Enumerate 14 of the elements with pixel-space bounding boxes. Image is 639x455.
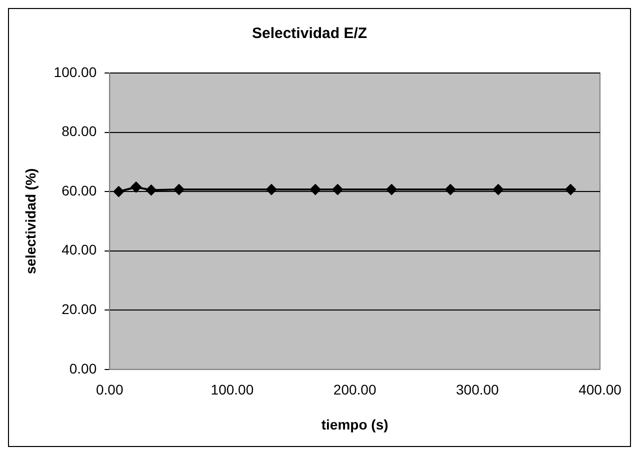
y-tick-label: 100.00 — [54, 64, 97, 80]
y-tick-label: 60.00 — [62, 182, 97, 198]
y-tick-label: 0.00 — [69, 360, 97, 376]
y-tick-label: 40.00 — [62, 242, 97, 258]
x-tick-label: 400.00 — [578, 382, 622, 398]
y-tick-label: 20.00 — [62, 300, 97, 317]
x-tick-label: 100.00 — [210, 382, 254, 398]
x-tick-label: 300.00 — [456, 382, 500, 398]
y-axis-title: selectividad (%) — [22, 168, 38, 274]
y-tick-label: 80.00 — [62, 123, 97, 140]
chart-title: Selectividad E/Z — [252, 25, 368, 42]
x-tick-label: 200.00 — [333, 382, 376, 398]
x-axis-title: tiempo (s) — [321, 416, 388, 432]
x-tick-label: 0.00 — [96, 382, 124, 398]
